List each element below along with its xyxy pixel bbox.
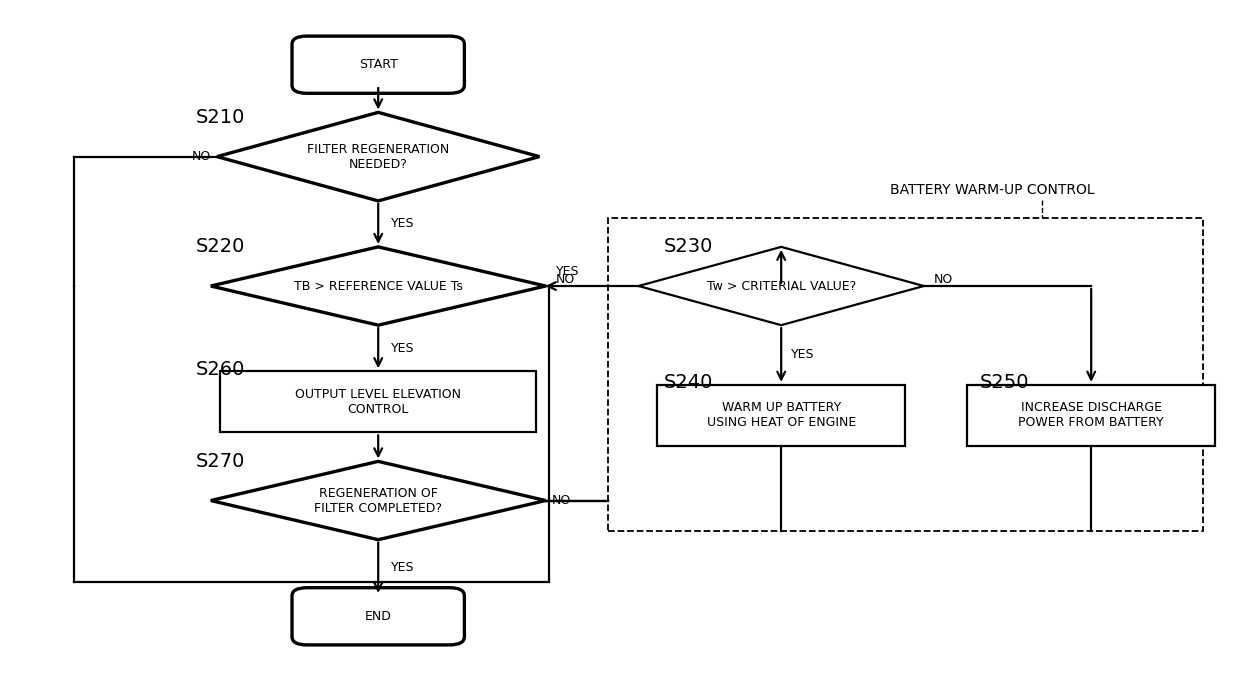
- Polygon shape: [211, 462, 546, 539]
- Text: NO: NO: [191, 150, 211, 163]
- Text: BATTERY WARM-UP CONTROL: BATTERY WARM-UP CONTROL: [889, 183, 1095, 197]
- Text: S240: S240: [663, 373, 713, 392]
- Bar: [221, 371, 536, 432]
- Text: START: START: [358, 58, 398, 72]
- Text: YES: YES: [391, 217, 414, 230]
- FancyBboxPatch shape: [293, 588, 464, 645]
- Bar: [967, 385, 1215, 446]
- Text: NO: NO: [552, 494, 572, 507]
- Text: YES: YES: [791, 349, 815, 362]
- Polygon shape: [217, 112, 539, 201]
- Bar: [657, 385, 905, 446]
- Text: INCREASE DISCHARGE
POWER FROM BATTERY: INCREASE DISCHARGE POWER FROM BATTERY: [1018, 401, 1164, 430]
- Text: NO: NO: [934, 272, 954, 286]
- Text: WARM UP BATTERY
USING HEAT OF ENGINE: WARM UP BATTERY USING HEAT OF ENGINE: [707, 401, 856, 430]
- Polygon shape: [211, 247, 546, 326]
- Text: S250: S250: [980, 373, 1029, 392]
- Text: YES: YES: [556, 265, 579, 278]
- Bar: [608, 218, 1203, 531]
- Polygon shape: [639, 247, 924, 326]
- Text: NO: NO: [556, 272, 575, 286]
- Text: Tw > CRITERIAL VALUE?: Tw > CRITERIAL VALUE?: [707, 279, 856, 293]
- Text: YES: YES: [391, 561, 414, 574]
- Text: S220: S220: [196, 237, 246, 256]
- Text: OUTPUT LEVEL ELEVATION
CONTROL: OUTPUT LEVEL ELEVATION CONTROL: [295, 387, 461, 416]
- FancyBboxPatch shape: [293, 36, 464, 93]
- Text: YES: YES: [391, 342, 414, 355]
- Text: REGENERATION OF
FILTER COMPLETED?: REGENERATION OF FILTER COMPLETED?: [314, 486, 443, 515]
- Text: S270: S270: [196, 452, 246, 471]
- Text: S260: S260: [196, 360, 246, 379]
- Text: S210: S210: [196, 108, 246, 127]
- Text: S230: S230: [663, 237, 713, 256]
- Text: END: END: [365, 609, 392, 623]
- Text: FILTER REGENERATION
NEEDED?: FILTER REGENERATION NEEDED?: [308, 142, 449, 171]
- Text: TB > REFERENCE VALUE Ts: TB > REFERENCE VALUE Ts: [294, 279, 463, 293]
